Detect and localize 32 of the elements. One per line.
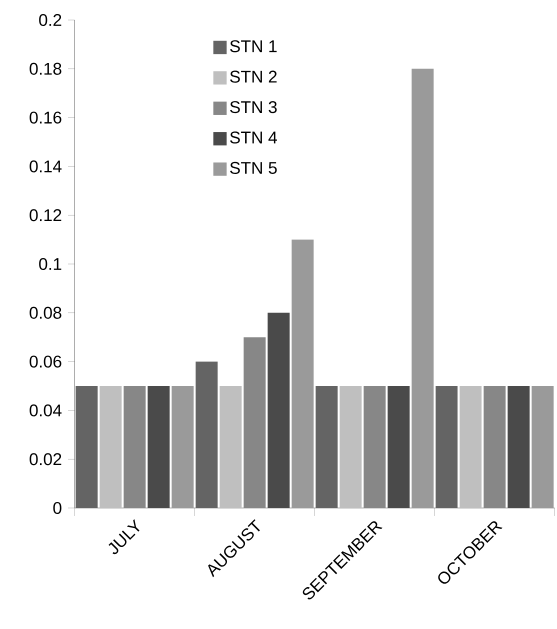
legend-label: STN 4 (230, 132, 277, 144)
bar (244, 337, 266, 508)
bar (364, 386, 386, 508)
bar (292, 240, 314, 508)
bar (340, 386, 362, 508)
bar (100, 386, 122, 508)
y-tick-label: 0.14 (30, 160, 62, 172)
bar (388, 386, 410, 508)
bar (412, 68, 434, 508)
legend-label: STN 3 (230, 101, 277, 114)
y-tick-label: 0.04 (30, 404, 62, 416)
bar (460, 386, 482, 508)
y-tick-label: 0.08 (30, 306, 62, 319)
y-tick-label: 0.02 (30, 453, 62, 466)
bar (508, 386, 530, 508)
bar (532, 386, 554, 508)
y-tick-label: 0.18 (30, 62, 62, 75)
legend-label: STN 1 (230, 40, 277, 52)
y-tick-label: 0.12 (30, 209, 62, 222)
legend-label: STN 2 (230, 70, 277, 83)
y-tick-label: 0.06 (30, 356, 62, 368)
bar (124, 386, 146, 508)
legend-label: STN 5 (230, 162, 277, 174)
bar (268, 312, 290, 508)
bar (220, 386, 242, 508)
y-tick-label: 0 (53, 502, 62, 514)
bar (484, 386, 506, 508)
bar (172, 386, 194, 508)
bar (148, 386, 170, 508)
y-tick-label: 0.2 (39, 14, 62, 26)
y-tick-label: 0.1 (39, 258, 62, 270)
y-tick-label: 0.16 (30, 112, 62, 124)
